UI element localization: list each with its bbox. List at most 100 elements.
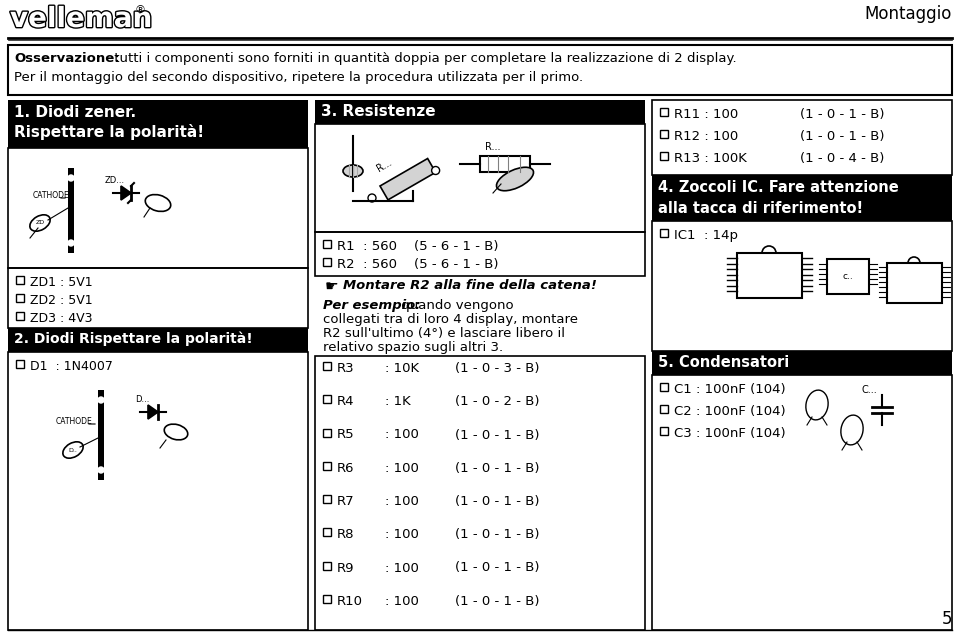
Text: IC1  : 14p: IC1 : 14p (674, 229, 738, 242)
Text: Montaggio: Montaggio (865, 5, 952, 23)
Bar (323, 529, 331, 536)
Bar (315, 232, 645, 276)
Circle shape (368, 194, 376, 202)
Bar (660, 427, 668, 435)
Bar (652, 175, 952, 221)
Bar (8, 100, 308, 148)
Circle shape (68, 175, 74, 181)
Text: R13 : 100K: R13 : 100K (674, 152, 747, 165)
Text: R4: R4 (337, 395, 354, 408)
Text: 1. Diodi zener.: 1. Diodi zener. (14, 105, 136, 120)
Bar (660, 130, 668, 138)
Text: : 100: : 100 (385, 595, 419, 608)
Circle shape (68, 240, 74, 246)
Bar (323, 561, 331, 570)
Bar (652, 221, 952, 351)
Text: R5: R5 (337, 428, 354, 442)
Text: Osservazione:: Osservazione: (14, 52, 120, 65)
Polygon shape (121, 186, 131, 200)
Bar (8, 268, 308, 328)
Text: D1  : 1N4007: D1 : 1N4007 (30, 360, 113, 373)
Bar (737, 253, 802, 298)
Circle shape (98, 467, 104, 473)
Text: collegati tra di loro 4 display, montare: collegati tra di loro 4 display, montare (323, 313, 578, 326)
Bar (323, 428, 331, 437)
Text: : 100: : 100 (385, 529, 419, 541)
Text: (1 - 0 - 1 - B): (1 - 0 - 1 - B) (455, 561, 540, 574)
Bar (660, 383, 668, 391)
Text: R12 : 100: R12 : 100 (674, 130, 738, 143)
Text: alla tacca di riferimento!: alla tacca di riferimento! (658, 201, 863, 216)
Ellipse shape (805, 390, 828, 420)
Text: R...: R... (485, 142, 500, 152)
Text: R2  : 560    (5 - 6 - 1 - B): R2 : 560 (5 - 6 - 1 - B) (337, 258, 498, 271)
Circle shape (98, 397, 104, 403)
Text: 5. Condensatori: 5. Condensatori (658, 355, 789, 370)
Text: C...: C... (862, 385, 877, 395)
Text: ZD1 : 5V1: ZD1 : 5V1 (30, 276, 92, 289)
Text: R8: R8 (337, 529, 354, 541)
Text: (1 - 0 - 1 - B): (1 - 0 - 1 - B) (800, 130, 884, 143)
Bar (315, 100, 645, 124)
Text: (1 - 0 - 3 - B): (1 - 0 - 3 - B) (455, 362, 540, 375)
Text: R11 : 100: R11 : 100 (674, 108, 738, 121)
Text: C3 : 100nF (104): C3 : 100nF (104) (674, 427, 785, 440)
Bar (380, 159, 436, 200)
Bar (660, 405, 668, 413)
Text: 4. Zoccoli IC. Fare attenzione: 4. Zoccoli IC. Fare attenzione (658, 180, 899, 195)
Bar (323, 395, 331, 403)
Bar (660, 152, 668, 160)
Text: R10: R10 (337, 595, 363, 608)
Text: R...: R... (375, 158, 394, 174)
Text: velleman: velleman (10, 5, 153, 33)
Bar (68, 168, 74, 253)
Ellipse shape (145, 195, 171, 212)
Bar (652, 100, 952, 175)
Text: C1 : 100nF (104): C1 : 100nF (104) (674, 383, 785, 396)
Bar (323, 258, 331, 266)
Bar (8, 148, 308, 268)
Bar (16, 294, 24, 302)
Circle shape (432, 167, 440, 174)
Text: Montare R2 alla fine della catena!: Montare R2 alla fine della catena! (343, 279, 597, 292)
Text: R7: R7 (337, 495, 354, 508)
Bar (323, 595, 331, 602)
Bar (16, 360, 24, 368)
Bar (315, 124, 645, 232)
Text: ZD...: ZD... (105, 176, 125, 185)
Text: quando vengono: quando vengono (397, 299, 514, 312)
Ellipse shape (62, 442, 84, 458)
Text: Per il montaggio del secondo dispositivo, ripetere la procedura utilizzata per i: Per il montaggio del secondo dispositivo… (14, 71, 583, 84)
Text: D..: D.. (68, 448, 78, 453)
Bar (652, 351, 952, 375)
Polygon shape (148, 405, 158, 419)
Bar (8, 45, 952, 95)
Text: (1 - 0 - 4 - B): (1 - 0 - 4 - B) (800, 152, 884, 165)
Text: relativo spazio sugli altri 3.: relativo spazio sugli altri 3. (323, 341, 503, 354)
Bar (323, 362, 331, 370)
Text: (1 - 0 - 1 - B): (1 - 0 - 1 - B) (455, 529, 540, 541)
Text: (1 - 0 - 1 - B): (1 - 0 - 1 - B) (455, 462, 540, 475)
Text: 5: 5 (942, 610, 952, 628)
Bar (16, 312, 24, 320)
Text: ZD3 : 4V3: ZD3 : 4V3 (30, 312, 92, 325)
Text: : 100: : 100 (385, 495, 419, 508)
Bar (827, 259, 869, 294)
Bar (660, 229, 668, 237)
Text: c..: c.. (843, 272, 853, 281)
Bar (323, 240, 331, 248)
Text: Per esempio:: Per esempio: (323, 299, 420, 312)
Text: velleman: velleman (10, 5, 153, 33)
Text: : 100: : 100 (385, 428, 419, 442)
Text: Rispettare la polarità!: Rispettare la polarità! (14, 124, 204, 140)
Text: R2 sull'ultimo (4°) e lasciare libero il: R2 sull'ultimo (4°) e lasciare libero il (323, 327, 565, 340)
Text: (1 - 0 - 1 - B): (1 - 0 - 1 - B) (800, 108, 884, 121)
Ellipse shape (496, 167, 534, 191)
Text: R6: R6 (337, 462, 354, 475)
Bar (16, 276, 24, 284)
Text: 3. Resistenze: 3. Resistenze (321, 104, 436, 119)
Text: (1 - 0 - 1 - B): (1 - 0 - 1 - B) (455, 495, 540, 508)
Text: R1  : 560    (5 - 6 - 1 - B): R1 : 560 (5 - 6 - 1 - B) (337, 240, 498, 253)
Ellipse shape (164, 424, 188, 440)
Text: tutti i componenti sono forniti in quantità doppia per completare la realizzazio: tutti i componenti sono forniti in quant… (110, 52, 736, 65)
